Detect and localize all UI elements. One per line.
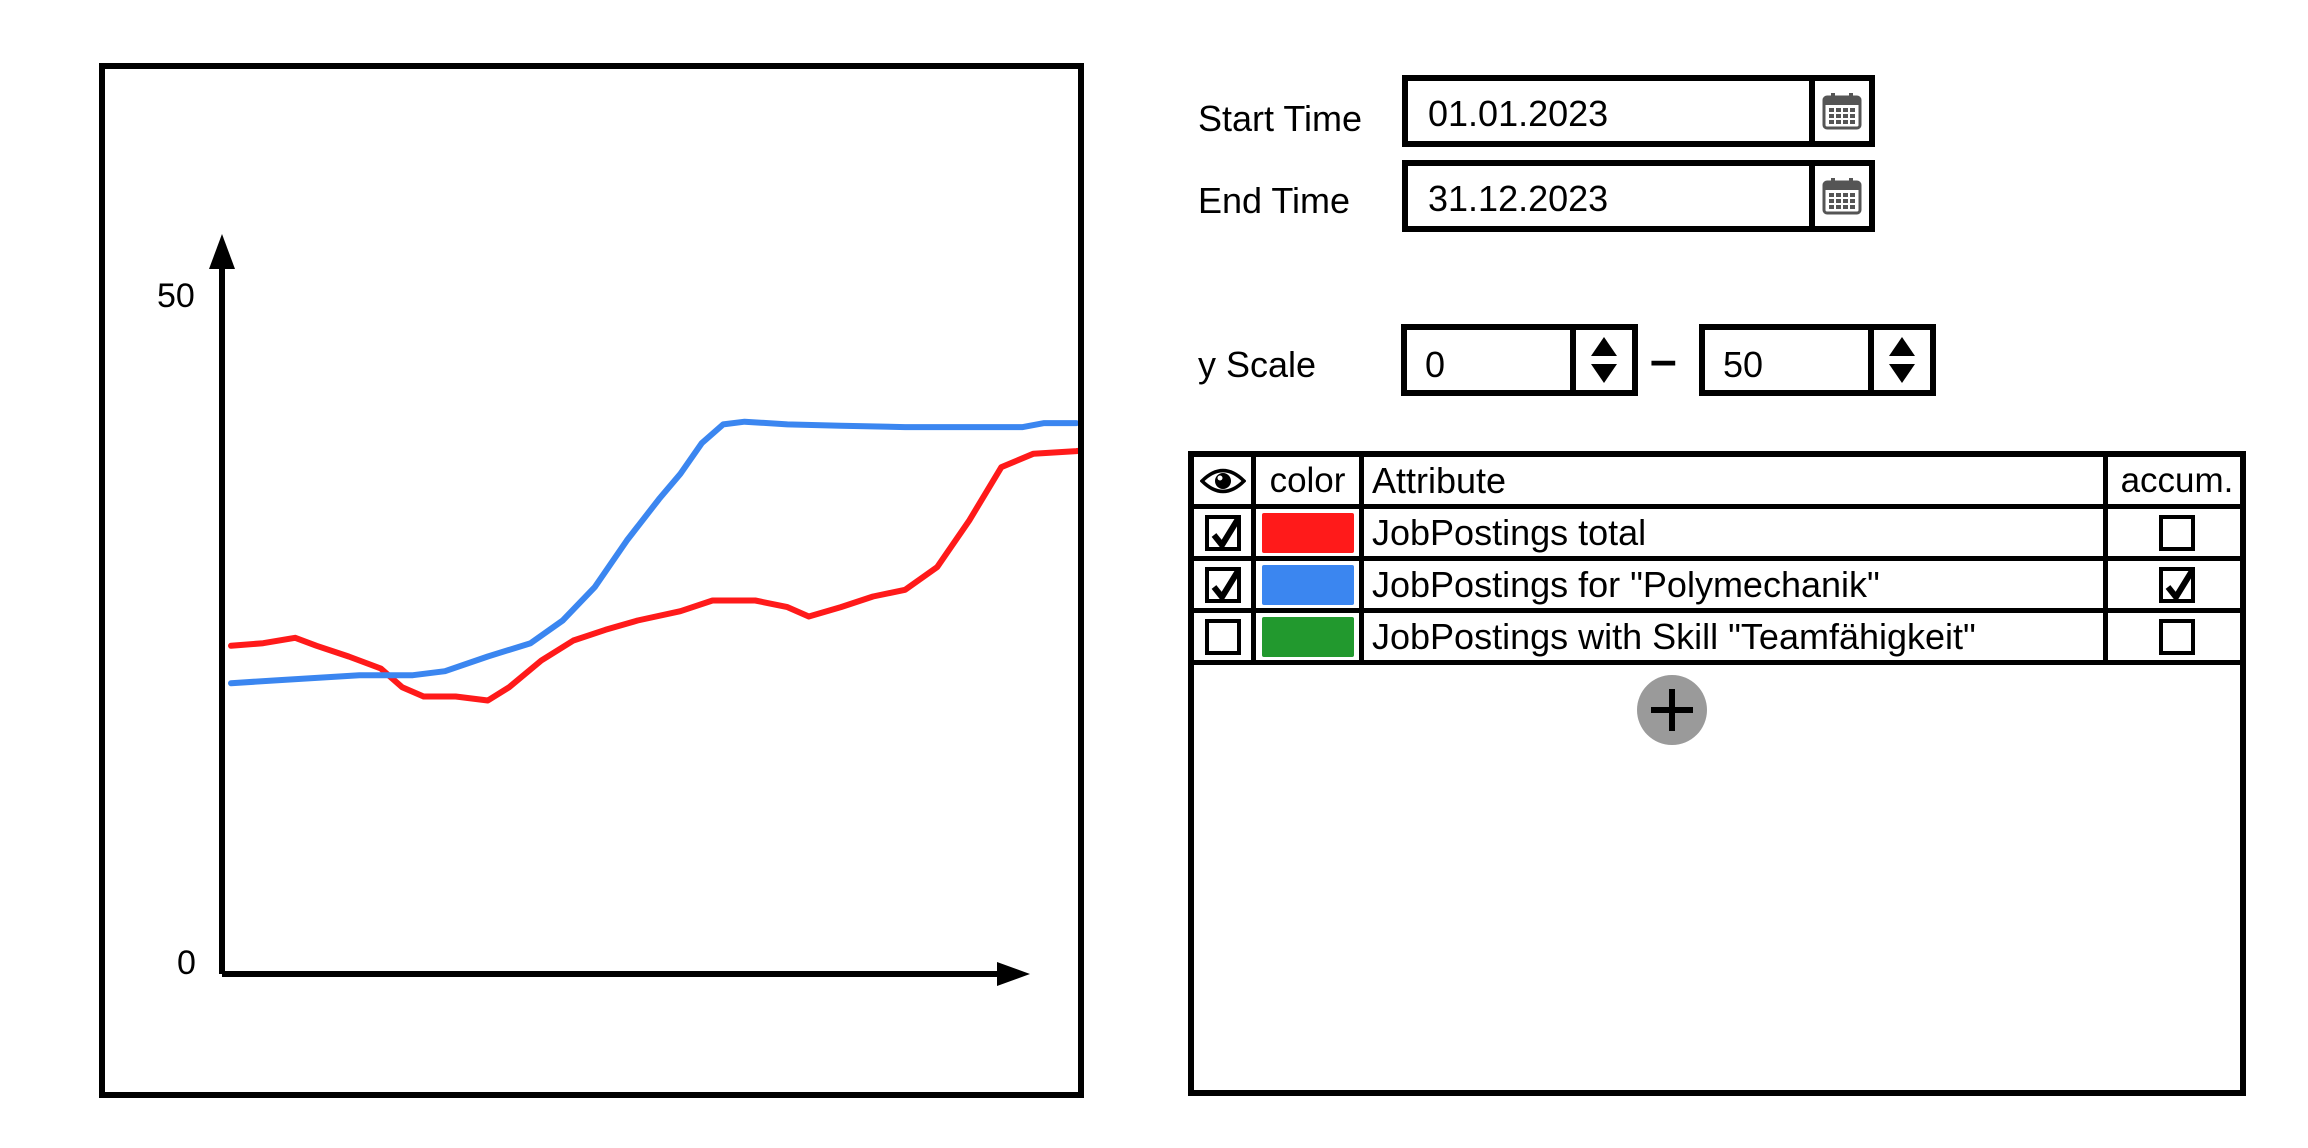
start-time-field[interactable]: 01.01.2023 — [1402, 75, 1875, 147]
end-time-value: 31.12.2023 — [1428, 178, 1609, 219]
y-scale-max-value: 50 — [1723, 344, 1764, 385]
accum-cell — [2108, 561, 2246, 608]
calendar-icon — [1822, 178, 1862, 215]
attribute-cell: JobPostings with Skill "Teamfähigkeit" — [1364, 613, 2108, 660]
x-axis-arrow-icon — [997, 962, 1030, 986]
visibility-column-header — [1194, 457, 1256, 504]
calendar-icon — [1822, 93, 1862, 130]
end-time-calendar-button[interactable] — [1809, 166, 1869, 226]
line-chart: 50 0 — [157, 234, 1078, 986]
start-time-calendar-button[interactable] — [1809, 81, 1869, 141]
visibility-cell — [1194, 561, 1256, 608]
accum-checkbox[interactable] — [2159, 618, 2195, 655]
visibility-checkbox[interactable] — [1204, 618, 1241, 655]
end-time-field[interactable]: 31.12.2023 — [1402, 160, 1875, 232]
visibility-cell — [1194, 509, 1256, 556]
color-swatch[interactable] — [1261, 512, 1354, 553]
table-row: JobPostings for "Polymechanik" — [1194, 561, 2240, 613]
y-scale-max-spin-button[interactable] — [1868, 330, 1930, 390]
color-cell — [1256, 613, 1364, 660]
visibility-checkbox[interactable] — [1204, 566, 1241, 603]
start-time-label: Start Time — [1198, 98, 1363, 139]
series-line-0 — [228, 447, 1078, 704]
color-swatch[interactable] — [1261, 616, 1354, 657]
y-scale-range-dash: – — [1650, 334, 1677, 387]
y-tick-label-50: 50 — [157, 277, 195, 315]
table-row: JobPostings with Skill "Teamfähigkeit" — [1194, 613, 2240, 665]
start-time-value: 01.01.2023 — [1428, 93, 1609, 134]
accum-column-header: accum. — [2120, 460, 2234, 500]
color-cell — [1256, 509, 1364, 556]
accum-cell — [2108, 509, 2246, 556]
table-header-row: color Attribute accum. — [1194, 457, 2240, 509]
y-scale-min-spin-button[interactable] — [1570, 330, 1632, 390]
color-swatch[interactable] — [1261, 564, 1354, 605]
y-scale-min-stepper[interactable]: 0 — [1401, 324, 1638, 396]
checkmark-icon — [1211, 568, 1241, 602]
attribute-column-header: Attribute — [1364, 457, 2108, 504]
up-down-arrows-icon — [1889, 337, 1915, 383]
visibility-cell — [1194, 613, 1256, 660]
accum-cell — [2108, 613, 2246, 660]
up-down-arrows-icon — [1591, 337, 1617, 383]
accum-checkbox[interactable] — [2159, 514, 2195, 551]
series-line-1 — [228, 418, 1078, 687]
attribute-table: color Attribute accum. JobPostings total… — [1188, 451, 2246, 1096]
eye-icon — [1199, 468, 1246, 493]
chart-panel: 50 0 — [99, 63, 1084, 1098]
y-tick-label-0: 0 — [177, 944, 196, 982]
attribute-cell: JobPostings total — [1364, 509, 2108, 556]
color-cell — [1256, 561, 1364, 608]
checkmark-icon — [2165, 568, 2195, 602]
y-scale-max-stepper[interactable]: 50 — [1699, 324, 1936, 396]
table-row: JobPostings total — [1194, 509, 2240, 561]
y-scale-label: y Scale — [1198, 344, 1317, 385]
y-axis-arrow-icon — [209, 234, 235, 269]
accum-checkbox[interactable] — [2159, 566, 2195, 603]
y-scale-min-value: 0 — [1425, 344, 1446, 385]
visibility-checkbox[interactable] — [1204, 514, 1241, 551]
add-attribute-button[interactable] — [1637, 675, 1707, 745]
checkmark-icon — [1211, 516, 1241, 550]
plus-icon — [1651, 689, 1693, 731]
end-time-label: End Time — [1198, 180, 1351, 221]
attribute-cell: JobPostings for "Polymechanik" — [1364, 561, 2108, 608]
color-column-header: color — [1256, 457, 1364, 504]
